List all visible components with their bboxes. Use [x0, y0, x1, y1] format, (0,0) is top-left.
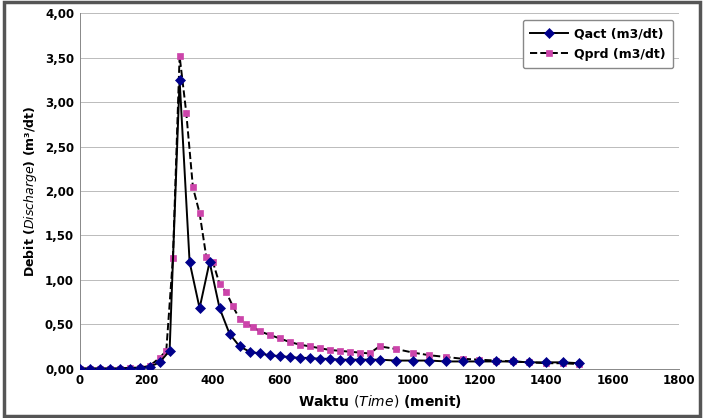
- Qact (m3/dt): [85, 366, 94, 371]
- Qprd (m3/dt): [182, 110, 191, 115]
- Qprd (m3/dt): [265, 332, 274, 337]
- Qact (m3/dt): [408, 358, 417, 363]
- Y-axis label: Debit (​$\it{Discharge}$​) (m³/dt): Debit (​$\it{Discharge}$​) (m³/dt): [23, 105, 39, 277]
- Qprd (m3/dt): [146, 363, 154, 368]
- Qprd (m3/dt): [315, 346, 324, 351]
- Qprd (m3/dt): [169, 255, 177, 260]
- Qact (m3/dt): [492, 359, 501, 364]
- Qprd (m3/dt): [508, 359, 517, 364]
- Qprd (m3/dt): [345, 349, 353, 354]
- Qprd (m3/dt): [408, 350, 417, 355]
- Qact (m3/dt): [315, 356, 324, 361]
- Qact (m3/dt): [275, 354, 284, 359]
- Qprd (m3/dt): [575, 362, 584, 367]
- Qact (m3/dt): [508, 359, 517, 364]
- Qact (m3/dt): [185, 260, 194, 265]
- Qprd (m3/dt): [256, 329, 264, 334]
- Qact (m3/dt): [135, 365, 144, 370]
- Qprd (m3/dt): [558, 361, 567, 366]
- Qact (m3/dt): [235, 344, 244, 349]
- Qact (m3/dt): [146, 364, 154, 369]
- Qprd (m3/dt): [208, 260, 217, 265]
- Qprd (m3/dt): [106, 366, 114, 371]
- Qprd (m3/dt): [335, 348, 344, 353]
- Qact (m3/dt): [525, 360, 534, 365]
- Legend: Qact (m3/dt), Qprd (m3/dt): Qact (m3/dt), Qprd (m3/dt): [523, 20, 673, 68]
- Qact (m3/dt): [356, 357, 364, 362]
- Qact (m3/dt): [115, 366, 124, 371]
- Qprd (m3/dt): [196, 211, 204, 216]
- Qprd (m3/dt): [156, 355, 164, 360]
- Qact (m3/dt): [165, 348, 174, 353]
- Qact (m3/dt): [325, 356, 334, 361]
- Qprd (m3/dt): [475, 357, 484, 362]
- Qprd (m3/dt): [85, 366, 94, 371]
- Qact (m3/dt): [285, 354, 294, 359]
- Qact (m3/dt): [575, 361, 584, 366]
- Qprd (m3/dt): [175, 54, 184, 59]
- Qact (m3/dt): [345, 357, 353, 362]
- Qprd (m3/dt): [222, 290, 230, 295]
- Qact (m3/dt): [475, 359, 484, 364]
- Qact (m3/dt): [96, 366, 104, 371]
- Qact (m3/dt): [106, 366, 114, 371]
- Qact (m3/dt): [458, 359, 467, 364]
- Qprd (m3/dt): [115, 366, 124, 371]
- Qprd (m3/dt): [215, 282, 224, 287]
- Qprd (m3/dt): [365, 351, 374, 356]
- Qprd (m3/dt): [275, 336, 284, 341]
- Qact (m3/dt): [256, 351, 264, 356]
- Qprd (m3/dt): [285, 339, 294, 344]
- Qprd (m3/dt): [162, 348, 170, 353]
- Qact (m3/dt): [365, 357, 374, 362]
- Qact (m3/dt): [156, 360, 164, 365]
- Qact (m3/dt): [206, 260, 214, 265]
- Qprd (m3/dt): [442, 354, 451, 359]
- Qprd (m3/dt): [125, 365, 134, 370]
- Qprd (m3/dt): [542, 361, 551, 366]
- Qact (m3/dt): [392, 358, 401, 363]
- Qact (m3/dt): [215, 306, 224, 311]
- Qact (m3/dt): [558, 360, 567, 365]
- Qprd (m3/dt): [202, 254, 210, 259]
- X-axis label: Waktu $\it{(Time)}$ (menit): Waktu $\it{(Time)}$ (menit): [298, 393, 461, 410]
- Qact (m3/dt): [125, 366, 134, 371]
- Qprd (m3/dt): [458, 356, 467, 361]
- Qprd (m3/dt): [392, 347, 401, 352]
- Qprd (m3/dt): [242, 321, 251, 326]
- Qprd (m3/dt): [135, 365, 144, 370]
- Qact (m3/dt): [225, 331, 234, 336]
- Qprd (m3/dt): [375, 344, 384, 349]
- Qact (m3/dt): [375, 357, 384, 362]
- Qprd (m3/dt): [306, 344, 314, 349]
- Qprd (m3/dt): [425, 353, 434, 358]
- Qact (m3/dt): [542, 360, 551, 365]
- Qprd (m3/dt): [229, 304, 237, 309]
- Qprd (m3/dt): [75, 366, 84, 371]
- Qprd (m3/dt): [525, 360, 534, 365]
- Qact (m3/dt): [196, 306, 204, 311]
- Qprd (m3/dt): [295, 342, 303, 347]
- Qact (m3/dt): [245, 349, 253, 354]
- Line: Qact (m3/dt): Qact (m3/dt): [76, 76, 583, 372]
- Qact (m3/dt): [175, 77, 184, 82]
- Qprd (m3/dt): [356, 350, 364, 355]
- Qprd (m3/dt): [325, 347, 334, 352]
- Qact (m3/dt): [75, 366, 84, 371]
- Qprd (m3/dt): [189, 185, 197, 190]
- Qprd (m3/dt): [492, 358, 501, 363]
- Qact (m3/dt): [295, 355, 303, 360]
- Line: Qprd (m3/dt): Qprd (m3/dt): [77, 53, 582, 371]
- Qact (m3/dt): [425, 358, 434, 363]
- Qprd (m3/dt): [249, 324, 257, 329]
- Qact (m3/dt): [265, 353, 274, 358]
- Qact (m3/dt): [335, 357, 344, 362]
- Qprd (m3/dt): [96, 366, 104, 371]
- Qprd (m3/dt): [235, 316, 244, 321]
- Qact (m3/dt): [306, 355, 314, 360]
- Qact (m3/dt): [442, 359, 451, 364]
